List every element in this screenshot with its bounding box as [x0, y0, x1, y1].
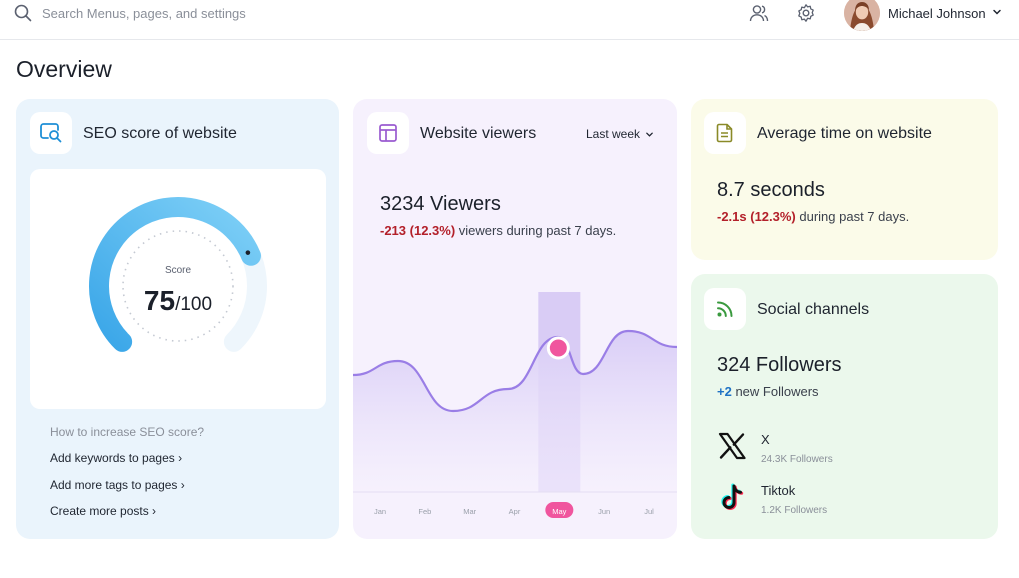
- channel-name-x: X: [761, 432, 770, 447]
- user-menu[interactable]: Michael Johnson: [844, 0, 1002, 31]
- x-logo-icon[interactable]: [717, 430, 747, 462]
- top-bar: Michael Johnson: [0, 0, 1019, 40]
- channel-followers-x: 24.3K Followers: [761, 454, 833, 465]
- range-label: Last week: [586, 127, 641, 141]
- x-tick-label: May: [552, 507, 566, 516]
- user-name: Michael Johnson: [888, 5, 986, 21]
- score-value: 75: [143, 285, 176, 316]
- viewers-chart: Jan Feb Mar Apr May Jun Jul: [353, 292, 677, 518]
- highlight-point: [546, 336, 570, 360]
- card-title: Average time on website: [757, 125, 932, 142]
- x-tick-label: Jul: [644, 507, 654, 516]
- social-channels-card: Social channels 324 Followers +2 new Fol…: [691, 274, 998, 539]
- seo-search-icon: [30, 112, 72, 154]
- x-tick-label: Apr: [509, 507, 521, 516]
- channel-followers-tiktok: 1.2K Followers: [761, 505, 828, 516]
- avg-time-value: 8.7 seconds: [717, 179, 825, 201]
- chevron-down-icon: [646, 132, 653, 137]
- tiktok-logo-icon[interactable]: [717, 482, 747, 514]
- website-viewers-card: Jan Feb Mar Apr May Jun Jul Website viewers La…: [353, 99, 677, 539]
- card-title: SEO score of website: [83, 125, 237, 142]
- new-followers-count: +2: [717, 384, 732, 399]
- gauge-dotted-ring: [122, 230, 234, 342]
- chart-line: [353, 329, 677, 413]
- viewers-count: 3234 Viewers: [380, 193, 501, 215]
- avg-time-change: -2.1s (12.3%) during past 7 days.: [717, 209, 909, 224]
- chevron-down-icon: [992, 4, 1002, 22]
- layout-icon: [367, 112, 409, 154]
- page-title: Overview: [16, 56, 112, 82]
- range-dropdown[interactable]: Last week: [586, 127, 654, 141]
- channel-name-tiktok: Tiktok: [761, 483, 796, 498]
- seo-gauge: Score 75/100: [30, 169, 326, 409]
- x-tick-label: Jun: [598, 507, 610, 516]
- seo-hint: How to increase SEO score?: [50, 425, 205, 439]
- document-icon: [704, 112, 746, 154]
- users-icon[interactable]: [748, 2, 770, 24]
- seo-score-card: SEO score of website Score 75/100 How to…: [16, 99, 339, 539]
- change-text: during past 7 days.: [795, 209, 910, 224]
- avatar: [844, 0, 880, 31]
- add-tags-link[interactable]: Add more tags to pages ›: [50, 478, 185, 492]
- change-value: -2.1s (12.3%): [717, 209, 796, 224]
- gauge-label: Score: [164, 265, 192, 276]
- gauge-value: 75/100: [30, 285, 326, 317]
- average-time-card: Average time on website 8.7 seconds -2.1…: [691, 99, 998, 260]
- chart-area: [353, 331, 677, 492]
- search-input[interactable]: [42, 5, 362, 21]
- followers-count: 324 Followers: [717, 354, 842, 376]
- new-followers: +2 new Followers: [717, 384, 819, 399]
- change-value: -213 (12.3%): [380, 223, 456, 238]
- search-bar[interactable]: [14, 3, 362, 23]
- score-max: /100: [175, 294, 213, 315]
- viewers-change: -213 (12.3%) viewers during past 7 days.: [380, 223, 616, 238]
- x-tick-label: Mar: [463, 507, 476, 516]
- add-keywords-link[interactable]: Add keywords to pages ›: [50, 451, 183, 465]
- tick-highlight-pill: [545, 502, 574, 518]
- rss-icon: [704, 288, 746, 330]
- card-title: Website viewers: [420, 125, 537, 142]
- new-followers-text: new Followers: [731, 384, 819, 399]
- x-tick-label: Jan: [374, 507, 386, 516]
- gauge-progress-arc: [89, 197, 261, 352]
- gauge-end-dot: [245, 250, 251, 255]
- search-icon: [14, 4, 32, 22]
- create-posts-link[interactable]: Create more posts ›: [50, 504, 157, 518]
- change-text: viewers during past 7 days.: [455, 223, 617, 238]
- gear-icon[interactable]: [795, 2, 817, 24]
- card-title: Social channels: [757, 301, 870, 318]
- x-tick-label: Feb: [418, 507, 431, 516]
